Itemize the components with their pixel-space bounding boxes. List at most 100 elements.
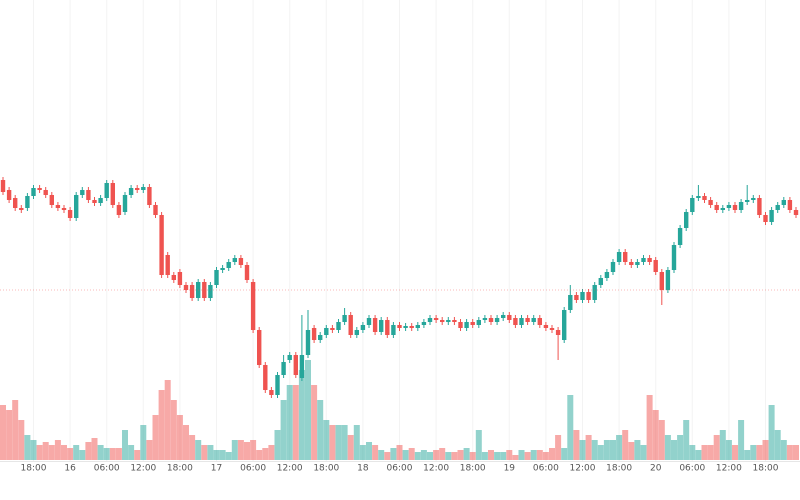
candle-body: [592, 285, 597, 300]
candle-body: [6, 190, 12, 200]
volume-bar: [719, 430, 726, 460]
volume-bar: [427, 452, 433, 460]
volume-bar: [85, 442, 92, 460]
volume-bar: [329, 425, 336, 460]
x-tick-label: 18:00: [460, 464, 486, 474]
candle-body: [214, 270, 219, 285]
x-tick-label: 12:00: [130, 464, 156, 474]
candle-body: [37, 188, 42, 190]
volume-bar: [268, 445, 275, 460]
candle-body: [159, 215, 164, 275]
volume-bar: [317, 400, 324, 460]
volume-bar: [640, 445, 647, 460]
volume-bar: [231, 440, 238, 460]
volume-bar: [780, 440, 787, 460]
volume-bar: [671, 440, 677, 460]
candle-body: [366, 318, 372, 325]
volume-bar: [61, 445, 67, 460]
candle-body: [427, 318, 433, 322]
volume-bar: [292, 385, 299, 460]
candle-body: [598, 278, 603, 285]
candle-body: [208, 285, 213, 298]
candle-body: [250, 282, 256, 330]
candle-body: [409, 326, 414, 328]
volume-bar: [122, 430, 128, 460]
candle-body: [281, 362, 286, 375]
volume-bar: [140, 425, 147, 460]
volume-bar: [786, 445, 793, 460]
candle-body: [74, 195, 79, 218]
volume-bar: [36, 445, 43, 460]
candle-body: [183, 285, 189, 290]
volume-bar: [542, 452, 549, 460]
volume-bar: [79, 450, 86, 460]
volume-bar: [353, 425, 360, 460]
volume-bar: [0, 405, 6, 460]
candle-body: [440, 320, 445, 322]
candle-body: [61, 208, 67, 210]
volume-bar: [658, 420, 665, 460]
candle-body: [238, 258, 244, 265]
candle-body: [92, 200, 97, 203]
candle-body: [372, 318, 378, 332]
volume-bar: [732, 445, 738, 460]
candle-body: [80, 190, 85, 195]
candle-body: [519, 318, 524, 325]
candle-body: [531, 318, 536, 322]
volume-bar: [628, 442, 635, 460]
volume-bar: [341, 425, 348, 460]
x-tick-label: 18:00: [606, 464, 632, 474]
volume-bar: [664, 435, 671, 460]
volume-bar: [585, 435, 592, 460]
volume-bar: [561, 448, 568, 460]
volume-bar: [433, 450, 440, 460]
candle-body: [43, 190, 48, 195]
volume-bar: [18, 420, 25, 460]
volume-bar: [152, 415, 159, 460]
candle-body: [13, 198, 18, 208]
volume-bar: [359, 445, 366, 460]
candle-body: [793, 210, 799, 215]
volume-bar: [481, 452, 488, 460]
candle-body: [568, 295, 573, 310]
candle-body: [257, 330, 262, 365]
candle-body: [415, 325, 420, 328]
volume-bar: [500, 452, 507, 460]
volume-bar: [622, 430, 629, 460]
candle-body: [616, 252, 622, 262]
candle-body: [464, 322, 469, 328]
candle-body: [684, 212, 689, 228]
candle-body: [55, 205, 61, 208]
candle-body: [677, 228, 683, 245]
candle-body: [269, 390, 274, 395]
volume-bar: [463, 448, 470, 460]
candle-body: [549, 328, 555, 330]
candle-body: [659, 272, 664, 290]
candle-body: [244, 265, 250, 280]
candle-body: [647, 258, 652, 262]
candle-body: [171, 275, 176, 280]
candle-body: [513, 318, 518, 325]
volume-bar: [402, 450, 409, 460]
volume-bar: [652, 410, 659, 460]
candle-body: [537, 318, 542, 325]
candle-body: [470, 322, 475, 325]
candle-body: [330, 328, 335, 330]
candle-body: [311, 328, 317, 340]
volume-bar: [762, 440, 769, 460]
candle-body: [86, 190, 91, 200]
candle-body: [25, 196, 30, 208]
volume-bar: [683, 420, 690, 460]
candle-body: [177, 272, 183, 285]
x-tick-label: 18:00: [313, 464, 339, 474]
candle-body: [507, 315, 512, 320]
candle-body: [751, 198, 756, 200]
candle-body: [738, 202, 744, 210]
candle-body: [31, 188, 36, 196]
x-tick-label: 16: [64, 464, 76, 474]
candle-body: [769, 210, 774, 222]
volume-bar: [603, 440, 610, 460]
candle-body: [263, 365, 268, 390]
volume-bar: [591, 440, 598, 460]
